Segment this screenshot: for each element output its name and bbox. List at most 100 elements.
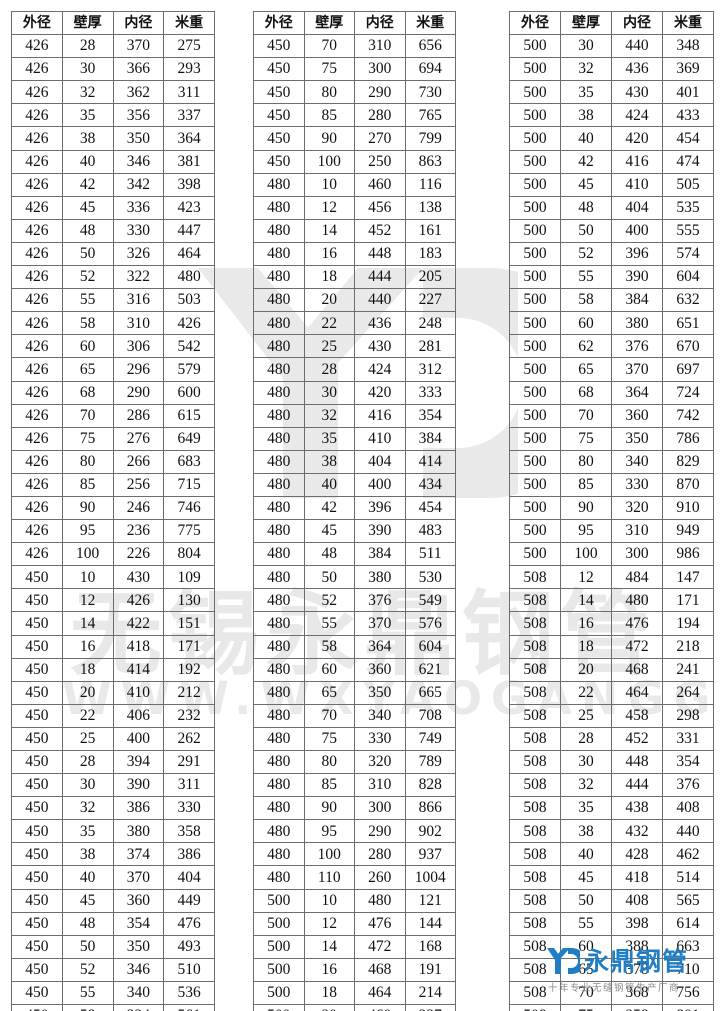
table-row: 480 70 340 708 bbox=[253, 703, 456, 728]
cell-壁厚: 16 bbox=[560, 611, 612, 636]
cell-米重: 1004 bbox=[404, 865, 456, 890]
cell-内径: 340 bbox=[112, 980, 165, 1006]
cell-壁厚: 14 bbox=[303, 934, 355, 959]
cell-壁厚: 100 bbox=[303, 842, 355, 867]
cell-壁厚: 35 bbox=[560, 80, 612, 105]
cell-外径: 480 bbox=[253, 796, 305, 821]
cell-外径: 480 bbox=[253, 265, 305, 290]
cell-内径: 484 bbox=[611, 565, 663, 590]
cell-壁厚: 48 bbox=[61, 218, 114, 243]
cell-壁厚: 14 bbox=[61, 611, 114, 636]
cell-壁厚: 42 bbox=[303, 495, 355, 521]
cell-米重: 331 bbox=[662, 726, 714, 752]
cell-外径: 508 bbox=[509, 934, 561, 959]
cell-米重: 910 bbox=[662, 495, 714, 521]
cell-壁厚: 50 bbox=[303, 565, 355, 590]
table-row: 500 95 310 949 bbox=[509, 519, 714, 544]
cell-外径: 500 bbox=[509, 80, 561, 105]
cell-内径: 430 bbox=[112, 565, 165, 590]
cell-外径: 480 bbox=[253, 657, 305, 682]
cell-壁厚: 80 bbox=[303, 749, 355, 775]
table-row: 426 75 276 649 bbox=[11, 426, 215, 451]
cell-壁厚: 12 bbox=[61, 588, 114, 613]
cell-内径: 422 bbox=[112, 611, 165, 636]
cell-米重: 171 bbox=[163, 634, 215, 659]
cell-米重: 863 bbox=[404, 149, 456, 174]
cell-外径: 450 bbox=[253, 34, 305, 59]
cell-米重: 386 bbox=[163, 842, 215, 867]
cell-壁厚: 58 bbox=[303, 634, 355, 659]
cell-内径: 310 bbox=[354, 34, 406, 59]
cell-米重: 398 bbox=[163, 172, 215, 197]
cell-壁厚: 38 bbox=[61, 126, 114, 151]
table-row: 426 55 316 503 bbox=[11, 288, 215, 313]
cell-外径: 480 bbox=[253, 195, 305, 220]
cell-米重: 476 bbox=[163, 911, 215, 936]
cell-壁厚: 65 bbox=[560, 357, 612, 382]
cell-内径: 440 bbox=[354, 288, 406, 313]
cell-米重: 530 bbox=[404, 565, 456, 590]
table-row: 426 35 356 337 bbox=[11, 103, 215, 128]
cell-外径: 480 bbox=[253, 172, 305, 197]
cell-外径: 480 bbox=[253, 495, 305, 521]
table-body: 450 70 310 656 450 75 300 694 450 80 290 730 450 85 28… bbox=[253, 34, 456, 1011]
cell-外径: 450 bbox=[11, 703, 63, 728]
cell-内径: 350 bbox=[354, 680, 406, 705]
cell-壁厚: 32 bbox=[61, 796, 114, 821]
cell-米重: 536 bbox=[163, 980, 215, 1006]
cell-内径: 326 bbox=[112, 241, 165, 267]
cell-壁厚: 45 bbox=[61, 888, 114, 913]
cell-外径: 508 bbox=[509, 957, 561, 982]
column-header-3: 米重 bbox=[662, 10, 714, 36]
cell-外径: 500 bbox=[253, 888, 305, 913]
table-row: 450 50 350 493 bbox=[11, 934, 215, 959]
table-row: 500 10 480 121 bbox=[253, 888, 456, 913]
cell-壁厚: 55 bbox=[61, 980, 114, 1006]
cell-米重: 116 bbox=[404, 172, 456, 197]
cell-米重: 493 bbox=[163, 934, 215, 959]
cell-内径: 290 bbox=[112, 380, 165, 405]
cell-外径: 450 bbox=[11, 680, 63, 705]
cell-壁厚: 28 bbox=[560, 726, 612, 752]
table-row: 508 35 438 408 bbox=[509, 796, 714, 821]
cell-米重: 291 bbox=[163, 749, 215, 775]
cell-外径: 500 bbox=[509, 288, 561, 313]
table-row: 426 65 296 579 bbox=[11, 357, 215, 382]
table-row: 450 55 340 536 bbox=[11, 980, 215, 1006]
cell-内径: 416 bbox=[354, 403, 406, 428]
cell-内径: 290 bbox=[354, 80, 406, 105]
cell-壁厚: 14 bbox=[560, 588, 612, 613]
cell-内径: 428 bbox=[611, 842, 663, 867]
cell-内径: 424 bbox=[611, 103, 663, 128]
cell-内径: 436 bbox=[354, 311, 406, 336]
column-header-1: 壁厚 bbox=[560, 10, 612, 36]
table-row: 426 68 290 600 bbox=[11, 380, 215, 405]
cell-米重: 614 bbox=[662, 911, 714, 936]
cell-内径: 256 bbox=[112, 472, 165, 497]
cell-内径: 310 bbox=[112, 311, 165, 336]
cell-米重: 632 bbox=[662, 288, 714, 313]
table-row: 480 14 452 161 bbox=[253, 218, 456, 243]
cell-内径: 410 bbox=[354, 426, 406, 451]
cell-外径: 426 bbox=[11, 311, 63, 336]
table-row: 450 10 430 109 bbox=[11, 565, 215, 590]
cell-内径: 430 bbox=[354, 334, 406, 359]
cell-米重: 401 bbox=[662, 80, 714, 105]
cell-外径: 508 bbox=[509, 773, 561, 798]
cell-外径: 426 bbox=[11, 34, 63, 59]
cell-外径: 500 bbox=[253, 911, 305, 936]
cell-米重: 433 bbox=[662, 103, 714, 128]
cell-内径: 448 bbox=[354, 241, 406, 267]
spec-table-1-container: 外径 壁厚 内径 米重 426 28 370 275 426 30 366 293 426 32 362 3… bbox=[11, 10, 215, 1011]
cell-壁厚: 80 bbox=[303, 80, 355, 105]
cell-外径: 480 bbox=[253, 680, 305, 705]
cell-外径: 450 bbox=[11, 911, 63, 936]
cell-内径: 350 bbox=[112, 934, 165, 959]
cell-外径: 450 bbox=[253, 80, 305, 105]
table-row: 426 60 306 542 bbox=[11, 334, 215, 359]
cell-壁厚: 62 bbox=[560, 334, 612, 359]
cell-内径: 384 bbox=[354, 542, 406, 567]
cell-外径: 480 bbox=[253, 403, 305, 428]
cell-内径: 390 bbox=[112, 773, 165, 798]
cell-米重: 730 bbox=[404, 80, 456, 105]
